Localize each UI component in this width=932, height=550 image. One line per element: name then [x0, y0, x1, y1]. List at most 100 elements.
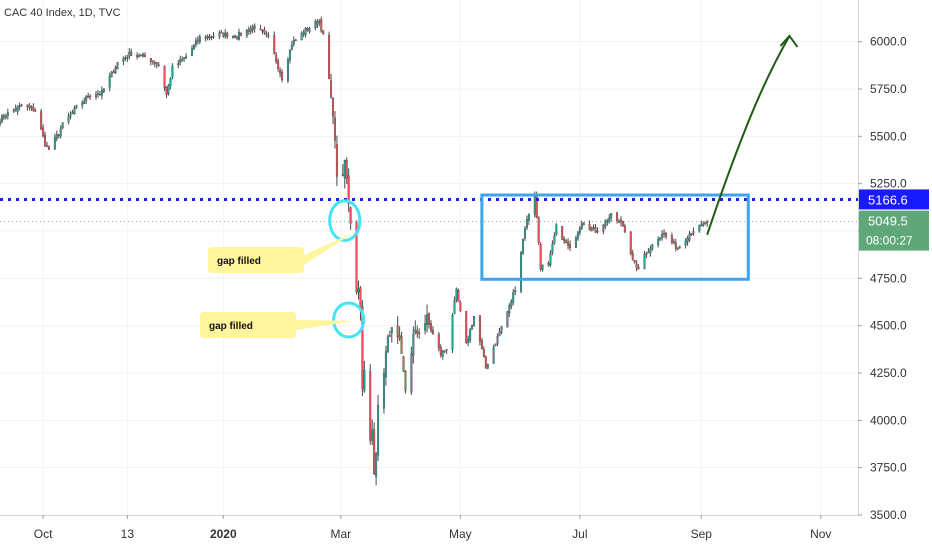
candle	[34, 109, 37, 112]
gap-callout-bubble[interactable]	[208, 231, 355, 273]
candle	[128, 51, 131, 57]
candle	[665, 233, 668, 237]
candle	[306, 28, 309, 31]
gap-callout-bubble[interactable]	[200, 312, 355, 338]
last-price-tag[interactable]	[859, 210, 929, 251]
candle	[377, 405, 380, 456]
candle	[273, 35, 276, 54]
candle	[126, 57, 129, 59]
candle	[596, 230, 599, 233]
candle	[384, 351, 387, 378]
candle	[514, 290, 517, 293]
horizontal-level-line[interactable]	[0, 197, 858, 223]
candle	[163, 66, 166, 89]
candle	[386, 336, 389, 353]
gap-ellipse[interactable]	[332, 301, 366, 339]
candle	[151, 60, 154, 62]
up-arrow[interactable]	[706, 35, 791, 236]
candle	[533, 194, 536, 215]
candle	[569, 244, 572, 249]
candle	[0, 121, 2, 125]
candle	[165, 86, 168, 95]
candle	[484, 356, 487, 368]
candle	[508, 305, 511, 314]
candle	[561, 226, 564, 240]
candle	[75, 105, 78, 109]
candle	[136, 55, 139, 57]
candle	[196, 39, 199, 42]
candle	[251, 26, 254, 31]
candle	[604, 220, 607, 227]
x-tick-label: Jul	[572, 527, 587, 541]
candle	[457, 290, 460, 302]
y-tick-label: 4000.0	[870, 413, 907, 427]
y-tick-label: 4250.0	[870, 366, 907, 380]
candle	[618, 221, 621, 223]
candle	[345, 160, 348, 179]
candle	[110, 71, 113, 78]
candle	[537, 216, 540, 243]
gap-ellipse[interactable]	[328, 199, 362, 242]
candle	[555, 224, 558, 235]
candle	[459, 301, 462, 312]
candle	[236, 36, 239, 39]
candle	[704, 222, 707, 225]
candle	[42, 127, 45, 137]
candle	[706, 221, 709, 223]
candle	[443, 350, 446, 352]
candle	[330, 80, 333, 97]
x-tick-label: Mar	[331, 527, 352, 541]
candle	[578, 228, 581, 234]
candle	[16, 106, 19, 112]
candle	[87, 95, 90, 98]
candle	[522, 238, 525, 254]
candle	[412, 333, 415, 356]
candle	[89, 95, 92, 98]
candle	[167, 85, 170, 94]
candle	[267, 35, 270, 37]
candle	[580, 223, 583, 229]
candle	[40, 111, 43, 130]
candle	[418, 332, 421, 334]
candle	[465, 310, 468, 343]
candle	[606, 220, 609, 223]
candle	[498, 331, 501, 337]
candle	[663, 232, 666, 235]
y-tick-label: 6000.0	[870, 35, 907, 49]
candle	[431, 329, 434, 335]
gap-callout-text: gap filled	[209, 321, 253, 332]
candle	[333, 117, 336, 141]
gap-callout-text: gap filled	[217, 256, 261, 267]
candle	[320, 19, 323, 32]
candle	[96, 93, 99, 95]
candle	[149, 57, 152, 63]
candle	[245, 29, 248, 36]
candle	[588, 224, 591, 230]
candle	[143, 54, 146, 57]
candle	[46, 145, 49, 148]
drawing-overlays[interactable]: gap filled gap filled	[200, 34, 799, 339]
candle	[57, 134, 60, 136]
candle	[341, 174, 344, 176]
candle	[290, 44, 293, 50]
candle	[670, 235, 673, 243]
x-tick-label: Sep	[691, 527, 713, 541]
candle	[116, 61, 119, 70]
candle	[621, 220, 624, 227]
candle	[0, 115, 3, 122]
candle	[26, 104, 29, 107]
candle	[549, 253, 552, 266]
candle	[357, 288, 360, 293]
y-tick-label: 4500.0	[870, 319, 907, 333]
candle	[371, 429, 374, 441]
candle	[155, 62, 158, 65]
candle	[602, 224, 605, 232]
candle	[592, 227, 595, 229]
candle	[332, 98, 335, 117]
candle	[512, 292, 515, 303]
consolidation-box[interactable]	[480, 193, 750, 281]
level-price-tag[interactable]	[859, 189, 929, 210]
candle	[265, 33, 268, 35]
candle	[402, 356, 405, 372]
